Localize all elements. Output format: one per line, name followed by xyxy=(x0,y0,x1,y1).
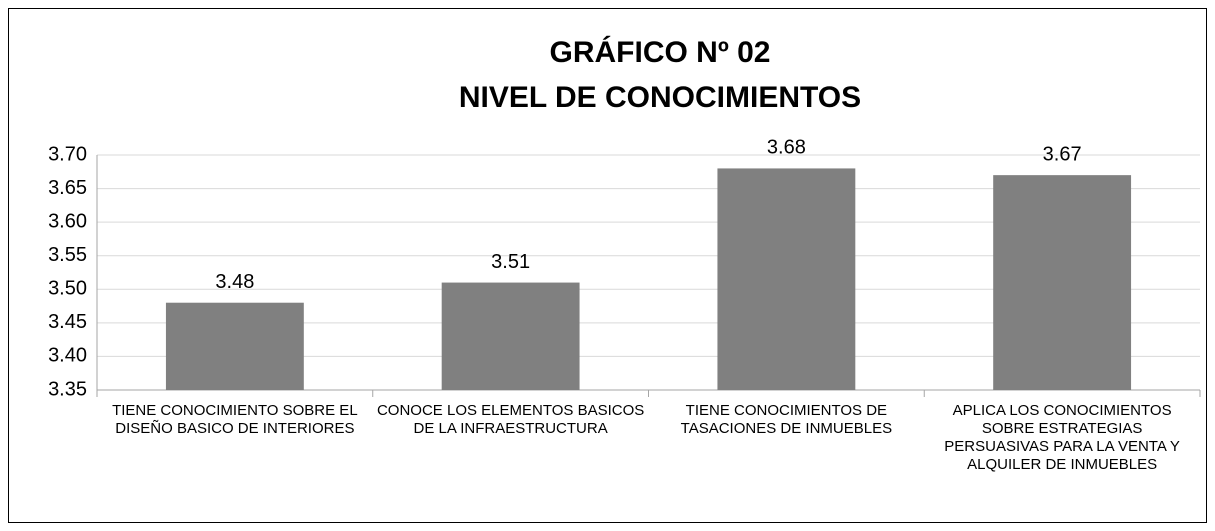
data-label: 3.48 xyxy=(215,271,254,293)
y-tick-label: 3.50 xyxy=(48,278,87,300)
chart-subtitle: NIVEL DE CONOCIMIENTOS xyxy=(459,81,861,114)
y-tick-label: 3.65 xyxy=(48,177,87,199)
data-label: 3.68 xyxy=(767,137,806,159)
y-tick-label: 3.55 xyxy=(48,244,87,266)
y-tick-label: 3.70 xyxy=(48,143,87,165)
data-label: 3.51 xyxy=(491,251,530,273)
y-tick-label: 3.35 xyxy=(48,378,87,400)
x-tick-label: APLICA LOS CONOCIMIENTOS SOBRE ESTRATEGI… xyxy=(944,402,1180,473)
x-tick-label: CONOCE LOS ELEMENTOS BASICOS DE LA INFRA… xyxy=(376,402,645,437)
x-tick-label: TIENE CONOCIMIENTOS DE TASACIONES DE INM… xyxy=(680,402,893,437)
bar xyxy=(717,168,856,390)
y-tick-label: 3.60 xyxy=(48,210,87,232)
x-tick-label: TIENE CONOCIMIENTO SOBRE EL DISEÑO BASIC… xyxy=(112,402,358,437)
bar xyxy=(441,282,580,390)
y-tick-label: 3.40 xyxy=(48,345,87,367)
bar xyxy=(165,302,304,390)
chart-title: GRÁFICO Nº 02 xyxy=(550,35,771,69)
y-tick-label: 3.45 xyxy=(48,311,87,333)
bar xyxy=(993,175,1132,390)
data-label: 3.67 xyxy=(1043,143,1082,165)
